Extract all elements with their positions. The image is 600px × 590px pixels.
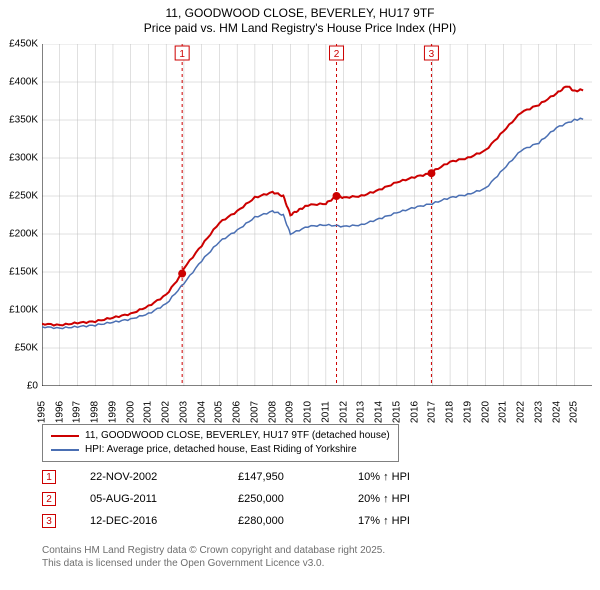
x-tick-label: 2019 [462, 401, 473, 423]
x-tick-label: 2009 [285, 401, 296, 423]
x-tick-label: 2010 [303, 401, 314, 423]
sales-table: 1 22-NOV-2002£147,95010% ↑ HPI 2 05-AUG-201… [42, 466, 410, 532]
x-tick-label: 2001 [143, 401, 154, 423]
legend-label: HPI: Average price, detached house, East… [85, 443, 357, 457]
sale-row-marker: 2 [42, 492, 56, 506]
y-tick-label: £300K [9, 153, 38, 164]
x-tick-label: 2020 [480, 401, 491, 423]
y-tick-label: £350K [9, 115, 38, 126]
x-tick-label: 2025 [569, 401, 580, 423]
y-tick-label: £200K [9, 229, 38, 240]
sale-price: £147,950 [238, 471, 358, 483]
sale-marker-label-3: 3 [429, 49, 435, 60]
sale-marker-label-1: 1 [179, 49, 185, 60]
sale-marker-label-2: 2 [334, 49, 340, 60]
x-tick-label: 1996 [54, 401, 65, 423]
x-tick-label: 2016 [409, 401, 420, 423]
x-tick-label: 2012 [338, 401, 349, 423]
sale-row: 3 12-DEC-2016£280,00017% ↑ HPI [42, 510, 410, 532]
legend-swatch [51, 449, 79, 451]
sale-row-marker: 3 [42, 514, 56, 528]
sale-pct: 17% ↑ HPI [358, 515, 410, 527]
x-tick-label: 2017 [427, 401, 438, 423]
sale-row-marker: 1 [42, 470, 56, 484]
sale-row: 1 22-NOV-2002£147,95010% ↑ HPI [42, 466, 410, 488]
sale-pct: 20% ↑ HPI [358, 493, 410, 505]
x-tick-label: 1995 [37, 401, 48, 423]
x-tick-label: 2014 [374, 401, 385, 423]
sale-date: 05-AUG-2011 [90, 493, 238, 505]
y-tick-label: £250K [9, 191, 38, 202]
x-tick-label: 2006 [232, 401, 243, 423]
legend-label: 11, GOODWOOD CLOSE, BEVERLEY, HU17 9TF (… [85, 429, 390, 443]
sale-point-2 [333, 192, 341, 200]
footer-line1: Contains HM Land Registry data © Crown c… [42, 544, 385, 557]
x-tick-label: 2013 [356, 401, 367, 423]
sale-row: 2 05-AUG-2011£250,00020% ↑ HPI [42, 488, 410, 510]
sale-point-3 [427, 169, 435, 177]
series-property [42, 87, 583, 326]
x-tick-label: 1998 [90, 401, 101, 423]
x-tick-label: 1999 [107, 401, 118, 423]
legend-row: HPI: Average price, detached house, East… [51, 443, 390, 457]
x-axis: 1995199619971998199920002001200220032004… [42, 388, 592, 424]
x-tick-label: 2018 [445, 401, 456, 423]
x-tick-label: 1997 [72, 401, 83, 423]
title-subtitle: Price paid vs. HM Land Registry's House … [0, 21, 600, 36]
x-tick-label: 2015 [391, 401, 402, 423]
legend-swatch [51, 435, 79, 437]
chart-plot-area: 1 2 3 [42, 44, 592, 386]
x-tick-label: 2008 [267, 401, 278, 423]
sale-price: £280,000 [238, 515, 358, 527]
x-tick-label: 2023 [533, 401, 544, 423]
x-tick-label: 2007 [249, 401, 260, 423]
y-axis: £0£50K£100K£150K£200K£250K£300K£350K£400… [0, 44, 40, 386]
x-tick-label: 2003 [178, 401, 189, 423]
legend: 11, GOODWOOD CLOSE, BEVERLEY, HU17 9TF (… [42, 424, 399, 462]
y-tick-label: £50K [15, 343, 38, 354]
y-tick-label: £400K [9, 77, 38, 88]
chart-container: 11, GOODWOOD CLOSE, BEVERLEY, HU17 9TF P… [0, 0, 600, 590]
footer-line2: This data is licensed under the Open Gov… [42, 557, 385, 570]
y-tick-label: £100K [9, 305, 38, 316]
y-tick-label: £450K [9, 39, 38, 50]
x-tick-label: 2004 [196, 401, 207, 423]
x-tick-label: 2002 [161, 401, 172, 423]
y-tick-label: £0 [27, 381, 38, 392]
legend-row: 11, GOODWOOD CLOSE, BEVERLEY, HU17 9TF (… [51, 429, 390, 443]
sale-point-1 [178, 270, 186, 278]
x-tick-label: 2005 [214, 401, 225, 423]
series-hpi [42, 118, 583, 328]
sale-pct: 10% ↑ HPI [358, 471, 410, 483]
x-tick-label: 2021 [498, 401, 509, 423]
y-tick-label: £150K [9, 267, 38, 278]
title-address: 11, GOODWOOD CLOSE, BEVERLEY, HU17 9TF [0, 6, 600, 21]
sale-date: 22-NOV-2002 [90, 471, 238, 483]
footer-attribution: Contains HM Land Registry data © Crown c… [42, 544, 385, 570]
x-tick-label: 2022 [516, 401, 527, 423]
title-block: 11, GOODWOOD CLOSE, BEVERLEY, HU17 9TF P… [0, 0, 600, 36]
x-tick-label: 2011 [320, 401, 331, 423]
x-tick-label: 2024 [551, 401, 562, 423]
sale-date: 12-DEC-2016 [90, 515, 238, 527]
sale-price: £250,000 [238, 493, 358, 505]
x-tick-label: 2000 [125, 401, 136, 423]
